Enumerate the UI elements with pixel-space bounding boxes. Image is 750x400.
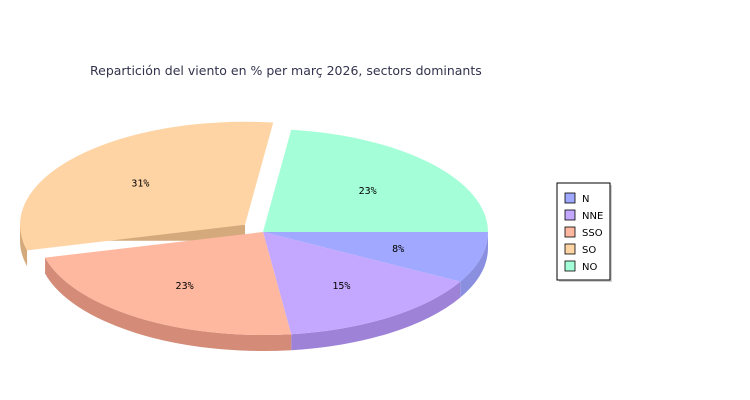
legend: N NNE SSO SO NO: [556, 182, 612, 282]
slice-side-sso: [45, 257, 292, 351]
legend-label-no: NO: [582, 262, 597, 273]
legend-label-nne: NNE: [582, 211, 603, 222]
legend-label-so: SO: [582, 245, 596, 256]
slice-side-n: [460, 232, 488, 298]
legend-swatch-no: [564, 260, 576, 272]
chart-title: Repartición del viento en % per març 202…: [90, 63, 482, 78]
slice-sso[interactable]: [45, 232, 292, 335]
legend-label-n: N: [582, 194, 589, 205]
slice-label-so: 31%: [131, 179, 149, 190]
legend-swatch-so: [564, 243, 576, 255]
slice-n[interactable]: [263, 232, 488, 282]
legend-label-sso: SSO: [582, 228, 603, 239]
slice-side-nne: [291, 281, 461, 351]
legend-swatch-n: [564, 192, 576, 204]
legend-swatch-nne: [564, 209, 576, 221]
slice-label-n: 8%: [392, 244, 404, 255]
legend-swatch-sso: [564, 226, 576, 238]
slice-label-no: 23%: [359, 186, 377, 197]
slice-label-nne: 15%: [332, 281, 350, 292]
slice-nne[interactable]: [263, 232, 461, 335]
slice-so[interactable]: [19, 121, 274, 251]
slice-side-so: [19, 224, 28, 267]
slice-label-sso: 23%: [176, 281, 194, 292]
slice-no[interactable]: [263, 129, 488, 232]
